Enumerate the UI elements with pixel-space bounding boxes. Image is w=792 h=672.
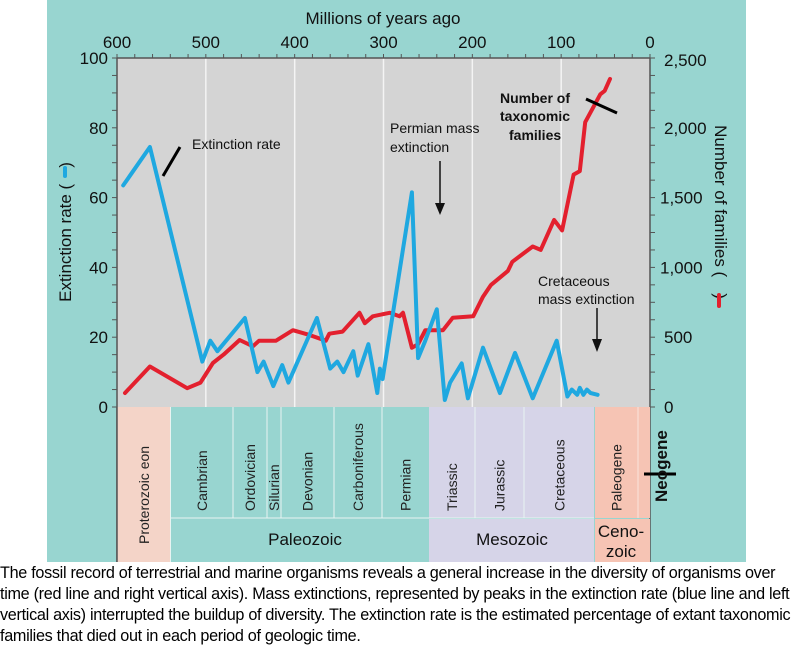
x-tick-label: 0 — [645, 33, 654, 52]
x-tick-labels: 600 500 400 300 200 100 0 — [103, 33, 655, 52]
x-tick-label: 300 — [369, 33, 397, 52]
right-tick-label: 2,000 — [664, 119, 707, 138]
period-label: Paleogene — [609, 444, 625, 511]
x-tick-label: 500 — [192, 33, 220, 52]
x-tick-label: 400 — [280, 33, 308, 52]
era-paleozoic: Paleozoic — [268, 530, 342, 549]
period-label: Carboniferous — [350, 423, 366, 511]
period-label: Jurassic — [492, 460, 508, 511]
mesozoic-periods-block — [429, 407, 594, 518]
left-axis-title: Extinction rate () — [56, 162, 75, 302]
period-dividers — [170, 407, 594, 562]
period-labels: Cambrian Ordovician Silurian Devonian Carbon… — [194, 423, 625, 511]
x-tick-label: 200 — [458, 33, 486, 52]
period-label: Triassic — [444, 463, 460, 511]
right-tick-label: 2,500 — [664, 51, 707, 70]
left-tick-label: 60 — [89, 189, 108, 208]
x-tick-label: 100 — [547, 33, 575, 52]
right-axis-label: Number of families ( — [711, 125, 730, 277]
gridlines — [205, 58, 562, 407]
annotation-families-line2: taxonomic — [500, 108, 570, 124]
era-mesozoic: Mesozoic — [476, 530, 548, 549]
era-cenozoic-line1: Ceno- — [598, 522, 644, 541]
chart: Millions of years ago 600 500 400 300 200 100… — [56, 9, 730, 562]
left-tick-label: 100 — [80, 49, 108, 68]
left-tick-label: 0 — [99, 398, 108, 417]
right-tick-label: 1,500 — [660, 189, 703, 208]
left-axis-label-end: ) — [56, 162, 75, 168]
x-tick-label: 600 — [103, 33, 131, 52]
extinction-rate-pointer — [161, 146, 182, 177]
annotation-families-line3: families — [509, 127, 561, 143]
data-points — [123, 78, 611, 401]
cenozoic-era-block — [595, 519, 650, 562]
cenozoic-periods-block — [595, 407, 650, 518]
annotation-cretaceous-line1: Cretaceous — [538, 273, 610, 289]
proterozoic-block — [117, 407, 170, 562]
annotation-permian-line2: extinction — [390, 139, 449, 155]
svg-text:Number of families (): Number of families () — [711, 125, 730, 299]
period-label: Permian — [398, 459, 414, 511]
era-cenozoic-line2: zoic — [606, 542, 637, 561]
right-tick-label: 0 — [664, 398, 673, 417]
annotation-families-line1: Number of — [500, 90, 570, 106]
figure-caption: The fossil record of terrestrial and mar… — [0, 564, 791, 645]
timescale: Proterozoic eon Cambrian Ordovician Siluri… — [116, 407, 676, 562]
right-axis-title: Number of families () — [711, 125, 730, 299]
annotation-permian-line1: Permian mass — [390, 120, 479, 136]
left-tick-label: 20 — [89, 328, 108, 347]
period-label: Cambrian — [194, 450, 210, 511]
period-label: Devonian — [300, 452, 316, 511]
mesozoic-era-block — [429, 519, 594, 562]
proterozoic-label: Proterozoic eon — [136, 446, 152, 544]
annotation-extinction-rate: Extinction rate — [192, 136, 281, 152]
period-label: Ordovician — [242, 444, 258, 511]
paleozoic-periods-block — [171, 407, 428, 518]
cretaceous-arrow-head — [592, 339, 602, 352]
right-tick-label: 500 — [664, 328, 692, 347]
annotation-cretaceous-line2: mass extinction — [538, 291, 634, 307]
right-tick-label: 1,000 — [660, 258, 703, 277]
period-label: Cretaceous — [552, 439, 568, 511]
extinction-rate-line — [121, 145, 600, 402]
left-tick-label: 40 — [89, 258, 108, 277]
permian-arrow-head — [435, 203, 445, 215]
blue-line-legend-swatch — [63, 166, 67, 178]
svg-text:Extinction rate (): Extinction rate () — [56, 162, 75, 302]
left-tick-labels: 0 20 40 60 80 100 — [80, 49, 108, 417]
period-label: Silurian — [266, 464, 282, 511]
paleozoic-era-block — [171, 519, 428, 562]
left-tick-label: 80 — [89, 119, 108, 138]
x-axis-title: Millions of years ago — [306, 9, 461, 28]
neogene-label: Neogene — [652, 430, 671, 502]
left-axis-label: Extinction rate ( — [56, 183, 75, 301]
red-line-legend-swatch — [717, 293, 721, 308]
families-pointer — [585, 97, 618, 115]
right-tick-labels: 0 500 1,000 1,500 2,000 2,500 — [660, 51, 707, 417]
